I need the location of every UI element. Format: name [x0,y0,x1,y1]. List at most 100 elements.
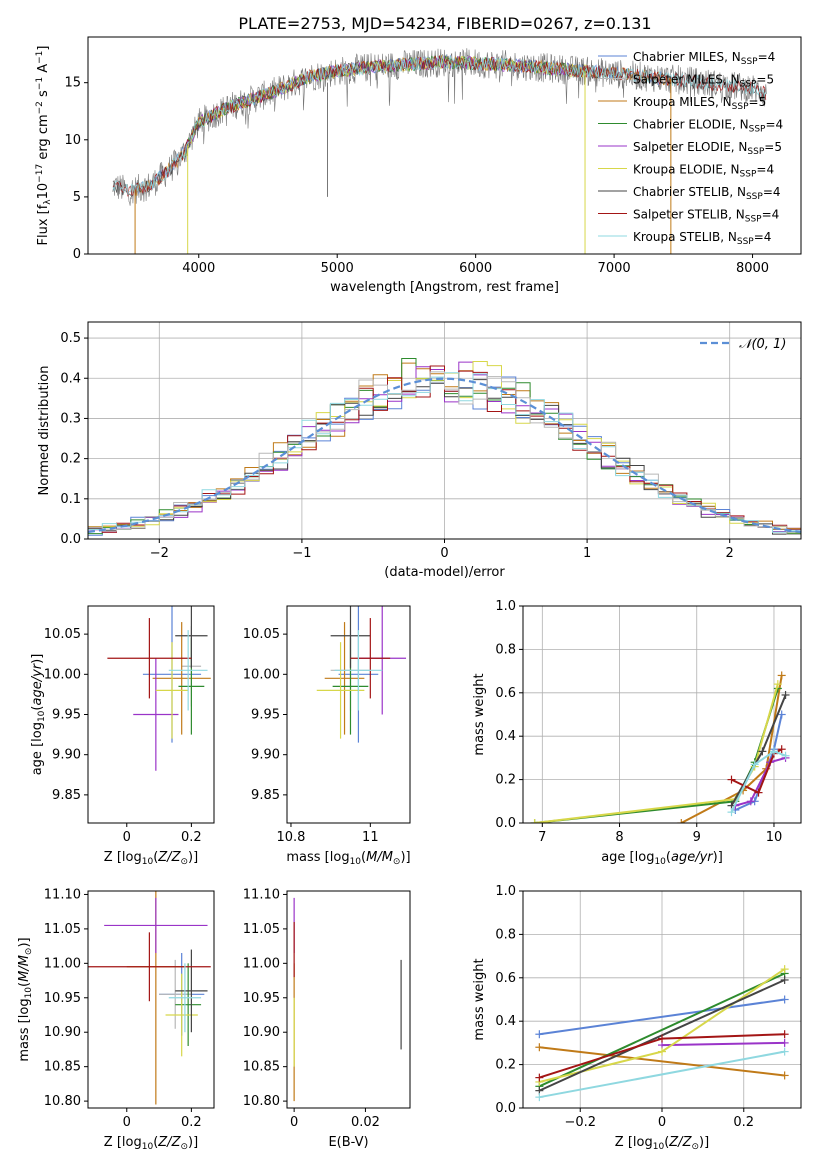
y-tick-label: 11.00 [44,956,81,971]
label-part: Z/Z [157,850,181,865]
series-chabrier_elodie [538,972,786,1088]
x-tick-label: 7000 [598,261,631,276]
label-part: 10 [142,1142,154,1152]
label-part: log [635,850,655,865]
label-part: ⊙ [691,1142,699,1152]
y-tick-label: 1.0 [495,599,516,614]
legend-n: =4 [754,230,772,244]
legend-n: =5 [764,140,782,154]
model-spectrum-salpeter_stelib [112,55,767,197]
y-tick-label: 10.05 [44,627,81,642]
label-part: )] [699,1135,709,1150]
label-part: M/M [17,955,32,982]
axes-mass_weight_vs_Z: −0.2 0 0.2 0.0 0.2 0.4 0.6 0.8 1.0 Z [log10(Z/Z⊙)… [472,884,802,1152]
y-axis-label: Flux [fλ10−17 erg cm−2 s−1 A−1] [35,46,53,246]
label-part: ⊙ [24,948,34,956]
x-tick-label: 0 [123,1115,131,1130]
y-axis-label: mass weight [472,673,487,755]
y-tick-label: 0.8 [495,927,516,942]
axes-frame [87,321,802,540]
legend-n: =5 [749,95,767,109]
y-tick-label: 11.05 [44,922,81,937]
y-tick-label: 9.90 [251,748,280,763]
legend-text: Chabrier ELODIE, N [633,118,749,132]
label-part: )] [400,850,410,865]
label-part: )] [17,937,32,947]
lines-mass_weight_vs_Z [535,965,789,1102]
series-chabrier_miles [539,998,785,1036]
x-tick-label: 0 [440,546,448,561]
label-part: ] [36,46,51,51]
axes-mass_vs_Z: 0 0.2 10.80 10.85 10.90 10.95 11.00 11.05 11.10 Z… [17,887,215,1152]
y-axis-label: age [log10(age/yr)] [30,654,47,776]
axes-frame [522,605,802,824]
y-tick-label: 10.80 [243,1094,280,1109]
y-tick-label: 11.00 [243,956,280,971]
label-part: Z/Z [157,1135,181,1150]
label-part: log [17,998,32,1018]
model-spectrum-salpeter_miles [134,55,672,196]
y-tick-label: 0.8 [495,642,516,657]
axes-frame [87,890,215,1109]
label-part: age/yr [671,850,714,865]
y-tick-label: 10.00 [243,667,280,682]
series-kroupa_stelib [730,750,786,813]
label-part: 10 [142,857,154,867]
series-kroupa_stelib [539,1050,785,1099]
errorbars-age_vs_mass [316,606,407,743]
x-tick-label: 10.8 [276,830,305,845]
legend-sub: SSP [737,237,754,247]
legend-sub: SSP [740,80,757,90]
label-part: Z [ [104,850,122,865]
label-part: age [ [30,742,45,775]
legend-sub: SSP [732,102,749,112]
x-tick-label: 0 [290,1115,298,1130]
y-tick-label: 0.4 [495,1014,516,1029]
x-tick-label: 0.2 [733,1115,754,1130]
x-tick-label: 1 [583,546,591,561]
legend-label-chabrier_miles: Chabrier MILES, NSSP=4 [633,50,775,67]
legend-sub: SSP [747,147,764,157]
label-part: ⊙ [393,857,401,867]
label-part: mass [ [17,1018,32,1061]
legend-label-kroupa_elodie: Kroupa ELODIE, NSSP=4 [633,163,774,180]
y-tick-label: 10.80 [44,1094,81,1109]
legend-n: =4 [765,118,783,132]
label-part: ⊙ [180,1142,188,1152]
y-tick-label: 0.6 [495,971,516,986]
label-part: 10 [653,1142,665,1152]
y-tick-label: 11.05 [243,922,280,937]
y-tick-label: 1.0 [495,884,516,899]
x-tick-label: −0.2 [564,1115,596,1130]
y-axis-label: Normed distribution [37,366,52,496]
y-tick-label: 11.10 [44,887,81,902]
label-part: ⊙ [180,857,188,867]
axes-residuals: −2 −1 0 1 2 0.0 0.1 0.2 0.3 0.4 0.5 (data-model)/er… [37,321,802,580]
x-tick-label: −1 [292,546,311,561]
histograms [88,358,801,536]
x-tick-label: 0 [123,830,131,845]
y-tick-label: 10.90 [44,1025,81,1040]
x-tick-label: 6000 [459,261,492,276]
x-tick-label: −2 [150,546,169,561]
axes-frame [87,605,215,824]
y-tick-label: 10.85 [243,1060,280,1075]
y-tick-label: 9.95 [52,708,81,723]
series-chabrier_elodie [534,688,779,823]
y-tick-label: 0.4 [60,371,81,386]
x-tick-label: 2 [726,546,734,561]
errorbars-mass_vs_EBV [293,897,402,1102]
y-tick-label: 15 [64,76,81,91]
y-tick-label: 11.10 [243,887,280,902]
legend-label-chabrier_elodie: Chabrier ELODIE, NSSP=4 [633,118,783,135]
x-tick-label: 8 [615,830,623,845]
y-tick-label: 0.2 [60,452,81,467]
label-part: E(B-V) [328,1135,368,1150]
label-part: Z/Z [668,1135,692,1150]
series-kroupa_elodie [534,683,779,823]
x-axis-label: Z [log10(Z/Z⊙)] [615,1135,709,1152]
axes-frame [87,36,802,255]
x-tick-label: 0.2 [181,1115,202,1130]
